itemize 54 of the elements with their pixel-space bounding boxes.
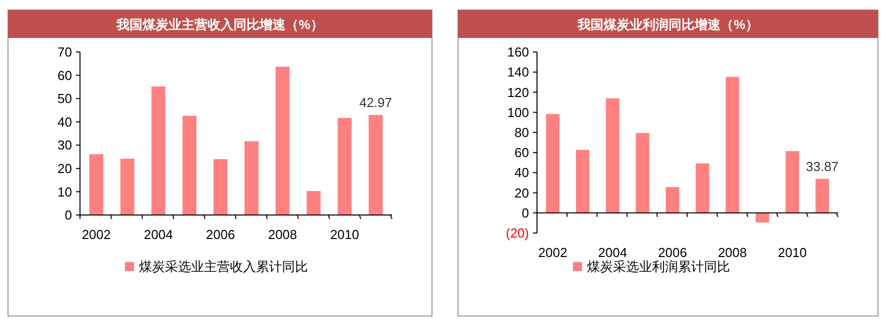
legend-label: 煤炭采选业利润累计同比 <box>587 259 730 274</box>
bar <box>606 98 620 213</box>
y-tick-label: 160 <box>507 44 529 60</box>
x-tick-label: 2008 <box>718 245 747 260</box>
legend-label: 煤炭采选业主营收入累计同比 <box>139 259 308 274</box>
x-tick-label: 2010 <box>330 227 360 242</box>
y-tick-label: 120 <box>507 84 529 100</box>
y-tick-label: 40 <box>58 114 72 130</box>
bar <box>666 187 680 213</box>
bar <box>636 132 650 213</box>
y-tick-label: 20 <box>514 185 529 200</box>
y-tick-label: 10 <box>58 184 72 200</box>
bar <box>756 212 770 223</box>
x-tick-label: 2002 <box>82 227 111 242</box>
y-tick-label: 0 <box>64 208 72 223</box>
y-tick-label: 100 <box>507 104 529 120</box>
y-tick-label: 50 <box>58 91 72 106</box>
data-label: 42.97 <box>359 94 392 110</box>
x-tick-label: 2004 <box>598 245 628 260</box>
bar <box>306 191 321 215</box>
x-tick-label: 2002 <box>538 245 568 260</box>
x-tick-label: 2006 <box>206 227 235 242</box>
y-tick-label: 40 <box>514 165 529 180</box>
bar <box>276 66 290 215</box>
bar <box>182 116 196 215</box>
y-tick-label: 140 <box>507 64 529 80</box>
bar <box>213 159 228 215</box>
y-tick-label: 0 <box>522 205 529 220</box>
y-tick-label: 70 <box>58 44 72 60</box>
bar <box>89 154 104 215</box>
bar <box>546 114 560 213</box>
x-tick-label: 2010 <box>778 245 807 260</box>
y-tick-label: 80 <box>514 124 529 140</box>
bar <box>368 114 383 215</box>
bar <box>786 151 800 213</box>
x-tick-label: 2004 <box>144 227 173 242</box>
y-tick-label: 30 <box>58 138 72 153</box>
x-tick-label: 2006 <box>658 245 687 260</box>
bar <box>120 158 134 215</box>
y-tick-label: 60 <box>58 68 72 83</box>
y-tick-label: 20 <box>58 160 72 176</box>
bar <box>338 118 352 215</box>
bar <box>816 178 830 213</box>
bar <box>576 150 590 213</box>
y-tick-label: 60 <box>514 145 529 160</box>
data-label: 33.87 <box>806 158 839 174</box>
x-tick-label: 2008 <box>268 227 298 242</box>
bar <box>151 86 166 215</box>
bar <box>696 163 710 213</box>
bar <box>244 141 259 215</box>
bar <box>726 76 740 213</box>
chart-title: 我国煤炭业主营收入同比增速（%） <box>116 17 324 32</box>
y-tick-label: (20) <box>506 226 529 241</box>
chart-title: 我国煤炭业利润同比增速（%） <box>576 17 758 32</box>
